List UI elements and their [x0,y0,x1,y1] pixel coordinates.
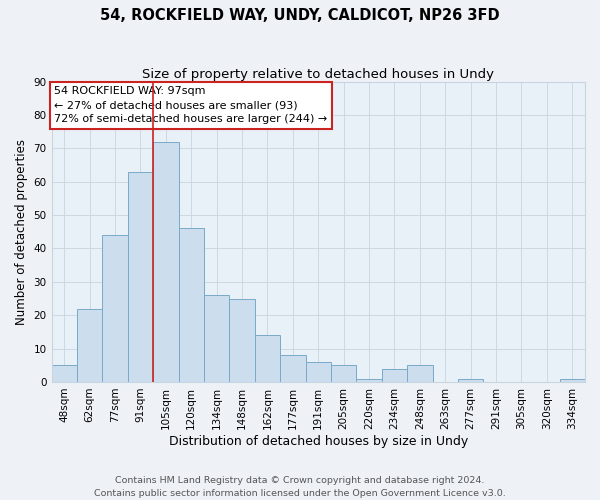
Bar [77,308,103,382]
Bar [305,362,331,382]
Bar [229,298,255,382]
X-axis label: Distribution of detached houses by size in Undy: Distribution of detached houses by size … [169,434,468,448]
Bar [560,378,585,382]
Bar [52,366,77,382]
Bar [458,378,484,382]
Bar [153,142,179,382]
Text: 54 ROCKFIELD WAY: 97sqm
← 27% of detached houses are smaller (93)
72% of semi-de: 54 ROCKFIELD WAY: 97sqm ← 27% of detache… [54,86,328,124]
Bar [103,235,128,382]
Bar [128,172,153,382]
Bar [280,356,305,382]
Bar [255,335,280,382]
Bar [331,366,356,382]
Bar [179,228,204,382]
Title: Size of property relative to detached houses in Undy: Size of property relative to detached ho… [142,68,494,80]
Text: Contains HM Land Registry data © Crown copyright and database right 2024.
Contai: Contains HM Land Registry data © Crown c… [94,476,506,498]
Bar [204,295,229,382]
Bar [407,366,433,382]
Y-axis label: Number of detached properties: Number of detached properties [15,139,28,325]
Text: 54, ROCKFIELD WAY, UNDY, CALDICOT, NP26 3FD: 54, ROCKFIELD WAY, UNDY, CALDICOT, NP26 … [100,8,500,22]
Bar [356,378,382,382]
Bar [382,368,407,382]
